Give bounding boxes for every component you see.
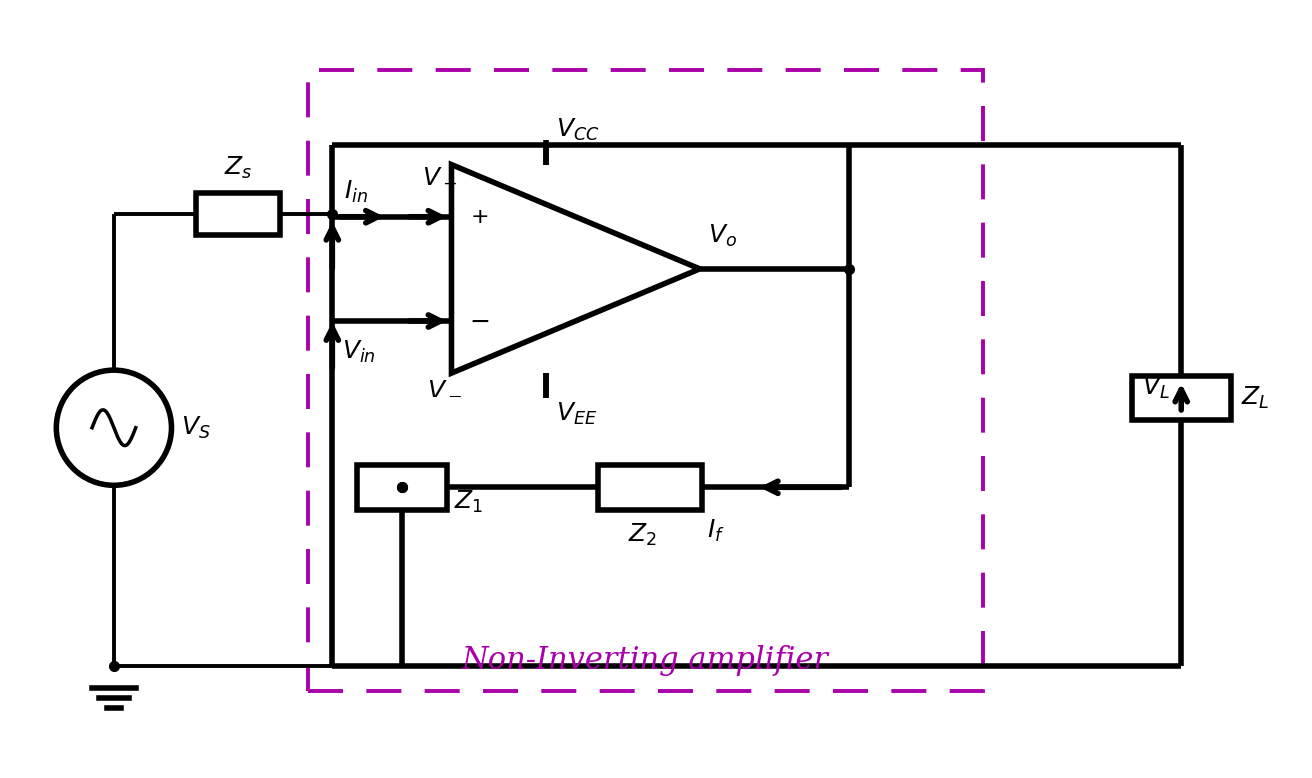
Text: $Z_2$: $Z_2$ (627, 521, 656, 548)
Bar (307, 70, 983, 691)
Text: Non-Inverting amplifier: Non-Inverting amplifier (462, 645, 829, 676)
Text: $Z_L$: $Z_L$ (1241, 385, 1269, 411)
Text: $I_f$: $I_f$ (707, 517, 724, 544)
Text: $-$: $-$ (470, 309, 489, 333)
Text: $Z_1$: $Z_1$ (454, 489, 484, 515)
Text: $V_-$: $V_-$ (426, 376, 462, 398)
Text: $V_{in}$: $V_{in}$ (342, 339, 377, 365)
Text: $I_{in}$: $I_{in}$ (344, 179, 369, 205)
Bar (1131, 376, 1231, 420)
Text: $V_S$: $V_S$ (181, 415, 211, 441)
Text: $V_o$: $V_o$ (707, 223, 736, 249)
Text: $V_{EE}$: $V_{EE}$ (556, 401, 597, 427)
Text: $V_{CC}$: $V_{CC}$ (556, 117, 600, 143)
Bar (195, 194, 281, 235)
Bar (598, 465, 702, 510)
Text: $V_+$: $V_+$ (421, 166, 457, 192)
Text: $Z_s$: $Z_s$ (224, 156, 252, 181)
Text: $V_L$: $V_L$ (1141, 375, 1169, 401)
Bar (357, 465, 446, 510)
Text: $+$: $+$ (470, 207, 488, 226)
